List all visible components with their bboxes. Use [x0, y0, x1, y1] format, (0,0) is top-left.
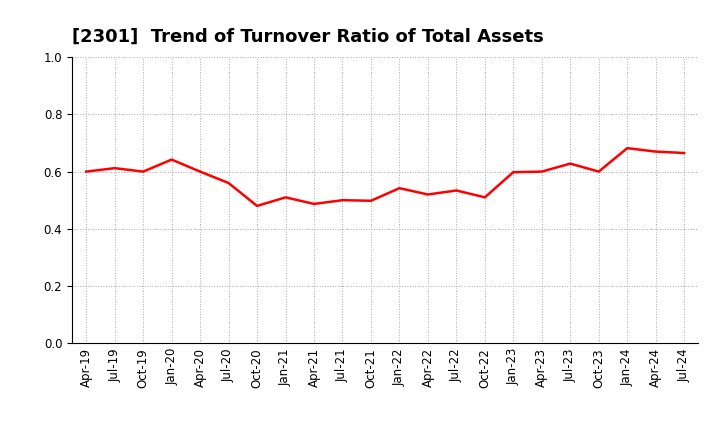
Text: [2301]  Trend of Turnover Ratio of Total Assets: [2301] Trend of Turnover Ratio of Total … — [72, 28, 544, 46]
